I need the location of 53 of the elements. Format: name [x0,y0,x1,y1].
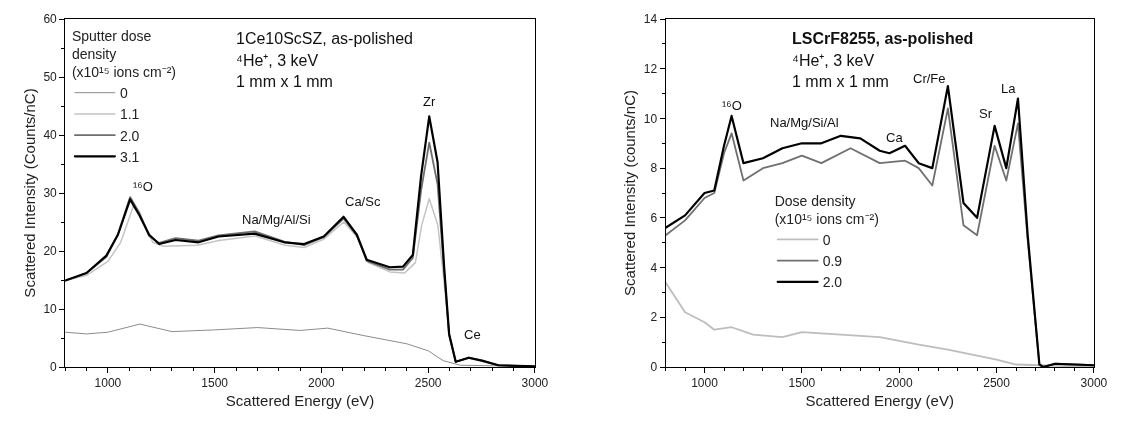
x-axis-title: Scattered Energy (eV) [805,392,954,410]
annotation: Ce [464,327,481,342]
y-tick-label: 8 [650,161,658,176]
y-tick-label: 0 [50,360,58,375]
legend-label: 1.1 [119,106,140,123]
y-tick-label: 0 [650,360,658,375]
x-tick-label: 3000 [1080,376,1108,391]
y-tick-label: 40 [43,128,58,143]
text: ⁴He⁺, 3 keV 1 mm x 1 mm [792,52,889,90]
legend-label: 2.0 [119,127,140,144]
x-tick-label: 2500 [983,376,1011,391]
y-tick-label: 30 [43,186,58,201]
x-tick-label: 2000 [885,376,913,391]
legend-label: 0.9 [822,253,843,270]
annotation: Sr [979,106,993,121]
annotation: ¹⁶O [722,98,742,113]
y-tick-label: 20 [43,244,58,259]
x-tick-label: 2000 [308,376,336,391]
legend-title: Dose density (x10¹⁵ ions cm⁻²) [774,192,879,227]
y-tick-label: 10 [43,302,58,317]
legend-label: 2.0 [822,274,843,291]
y-tick-label: 4 [650,260,658,275]
legend-label: 3.1 [119,148,140,165]
text: 1Ce10ScSZ, as-polished [236,30,413,47]
x-tick-label: 1500 [788,376,816,391]
annotation: Na/Mg/Al/Si [242,212,311,227]
annotation: Zr [423,94,436,109]
text: LSCrF8255, as-polished [792,30,974,47]
y-axis-title: Scattered Intensity (Counts/nC) [20,88,38,298]
y-tick-label: 14 [643,12,658,27]
y-tick-label: 50 [43,70,58,85]
y-tick-label: 2 [650,310,658,325]
annotation: La [1001,81,1017,96]
y-tick-label: 60 [43,12,58,27]
text: ⁴He⁺, 3 keV 1 mm x 1 mm [236,52,333,90]
legend-label: 0 [119,85,128,102]
annotation: ¹⁶O [133,179,153,194]
y-tick-label: 12 [643,61,658,76]
legend-label: 0 [822,231,831,248]
x-tick-label: 1500 [201,376,229,391]
annotation: Ca/Sc [345,194,381,209]
x-tick-label: 1000 [691,376,719,391]
annotation: Cr/Fe [913,71,946,86]
y-tick-label: 10 [643,111,658,126]
x-axis-title: Scattered Energy (eV) [225,392,375,410]
x-tick-label: 2500 [414,376,442,391]
x-tick-label: 3000 [521,376,549,391]
annotation: Ca [886,130,904,145]
x-tick-label: 1000 [94,376,122,391]
y-tick-label: 6 [650,211,658,226]
y-axis-title: Scattered Intensity (counts/nC) [621,90,639,296]
legend-title: Sputter dose density (x10¹⁵ ions cm⁻²) [71,27,177,81]
annotation: Na/Mg/Si/Al [770,115,839,130]
